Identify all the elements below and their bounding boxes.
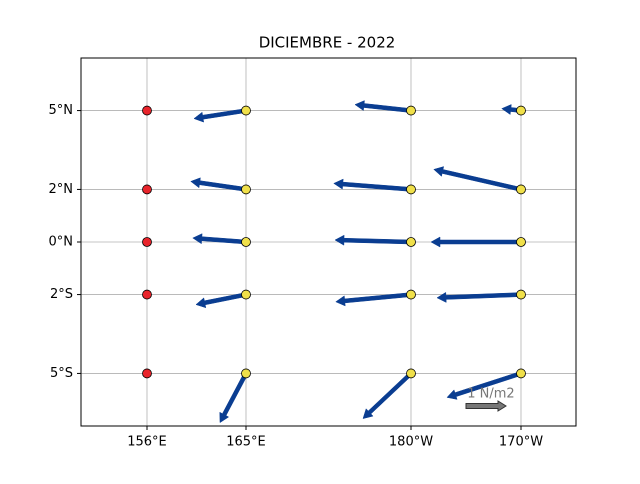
vector-origin — [406, 105, 416, 116]
wind-vector — [433, 166, 522, 192]
wind-vector — [190, 177, 247, 192]
wind-vector — [192, 233, 247, 245]
vector-origin — [406, 184, 416, 195]
wind-vector — [195, 292, 247, 309]
vector-origin — [406, 368, 416, 379]
vector-origin — [516, 184, 526, 195]
x-tick-label: 170°W — [499, 435, 543, 450]
x-tick-label: 156°E — [127, 435, 167, 450]
vector-origin — [406, 237, 416, 247]
vector-origin — [241, 184, 251, 195]
marker — [142, 184, 152, 195]
key-label: 1 N/m2 — [467, 387, 514, 402]
x-tick-label: 180°W — [389, 435, 433, 450]
y-tick-label: 5°N — [49, 103, 74, 118]
vector-origin — [516, 237, 526, 247]
chart-title: DICIEMBRE - 2022 — [259, 34, 396, 52]
y-tick-label: 0°N — [49, 235, 74, 250]
marker — [142, 289, 152, 300]
key-arrow — [465, 400, 507, 412]
wind-vector — [335, 292, 412, 307]
vector-origin — [406, 289, 416, 300]
plot-frame — [80, 57, 577, 427]
vector-origin — [241, 368, 251, 379]
wind-vector — [362, 371, 413, 419]
y-tick-label: 5°S — [50, 366, 73, 381]
wind-vector — [193, 108, 247, 123]
marker — [142, 105, 152, 116]
vector-origin — [516, 105, 526, 116]
y-tick-label: 2°S — [50, 287, 73, 302]
wind-vector — [334, 234, 412, 246]
wind-vector — [219, 372, 249, 424]
wind-vector — [354, 100, 412, 113]
wind-vector — [430, 236, 522, 248]
vector-origin — [241, 289, 251, 300]
vector-origin — [516, 289, 526, 300]
marker — [142, 368, 152, 379]
vector-origin — [516, 368, 526, 379]
y-tick-label: 2°N — [49, 182, 74, 197]
vector-origin — [241, 105, 251, 116]
vector-origin — [241, 237, 251, 247]
wind-vector — [333, 178, 412, 192]
marker — [142, 237, 152, 247]
wind-vector — [446, 371, 522, 400]
x-tick-label: 165°E — [226, 435, 266, 450]
wind-vector — [436, 291, 522, 303]
